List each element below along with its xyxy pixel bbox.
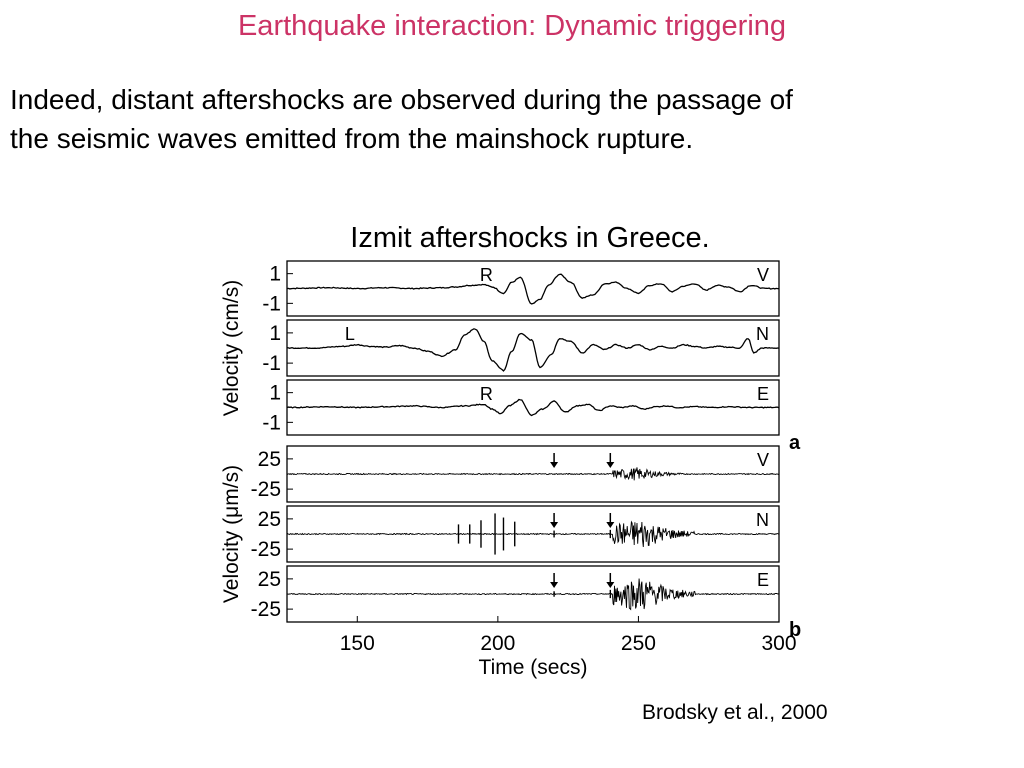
- component-label-N: N: [756, 510, 769, 530]
- waveform-b-E: [286, 578, 780, 611]
- x-tick-label: 250: [621, 632, 656, 655]
- y-tick-label: -1: [262, 411, 281, 434]
- phase-label-L: L: [345, 324, 355, 344]
- y-tick-label: -25: [251, 478, 281, 501]
- y-tick-label: 1: [269, 382, 281, 405]
- body-text: Indeed, distant aftershocks are observed…: [10, 80, 1000, 158]
- waveform-a-N: [286, 328, 780, 372]
- waveform-b-V: [286, 467, 780, 481]
- y-tick-label: 1: [269, 322, 281, 345]
- panel-label-b: b: [789, 619, 801, 641]
- component-label-V: V: [757, 265, 769, 285]
- phase-label-R: R: [480, 265, 493, 285]
- arrival-arrow-icon: [550, 462, 559, 468]
- body-text-line-1: Indeed, distant aftershocks are observed…: [10, 84, 793, 115]
- y-tick-label: -25: [251, 598, 281, 621]
- panel-label-a: a: [789, 432, 801, 454]
- component-label-V: V: [757, 450, 769, 470]
- arrival-arrow-icon: [550, 582, 559, 588]
- x-tick-label: 200: [480, 632, 515, 655]
- arrival-arrow-icon: [606, 522, 615, 528]
- waveform-a-V: [286, 273, 780, 305]
- y-tick-label: 1: [269, 263, 281, 286]
- waveform-a-E: [286, 398, 780, 417]
- figure-caption: Izmit aftershocks in Greece.: [350, 222, 710, 254]
- y-tick-label: 25: [258, 568, 281, 591]
- y-tick-label: 25: [258, 508, 281, 531]
- component-label-E: E: [757, 384, 769, 404]
- arrival-arrow-icon: [606, 462, 615, 468]
- arrival-arrow-icon: [550, 522, 559, 528]
- arrival-arrow-icon: [606, 582, 615, 588]
- slide-title: Earthquake interaction: Dynamic triggeri…: [237, 10, 787, 42]
- x-axis-label: Time (secs): [479, 656, 588, 679]
- body-text-line-2: the seismic waves emitted from the mains…: [10, 123, 694, 154]
- x-tick-label: 150: [340, 632, 375, 655]
- y-tick-label: -1: [262, 292, 281, 315]
- component-label-E: E: [757, 570, 769, 590]
- x-tick-label: 300: [761, 632, 796, 655]
- component-label-N: N: [756, 324, 769, 344]
- waveform-b-N: [286, 520, 780, 548]
- y-axis-label-b: Velocity (μm/s): [220, 465, 243, 603]
- y-tick-label: 25: [258, 448, 281, 471]
- citation: Brodsky et al., 2000: [642, 701, 828, 724]
- phase-label-R: R: [480, 384, 493, 404]
- y-tick-label: -25: [251, 538, 281, 561]
- y-axis-label-a: Velocity (cm/s): [220, 280, 243, 417]
- y-tick-label: -1: [262, 352, 281, 375]
